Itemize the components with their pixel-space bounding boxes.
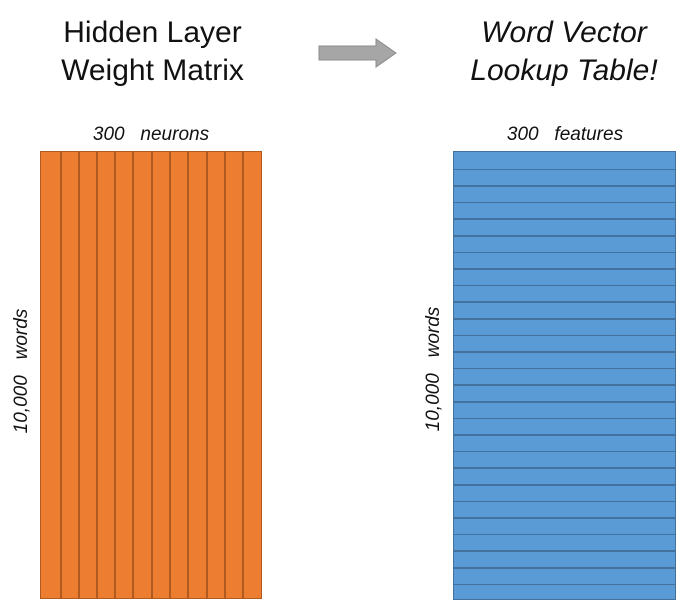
neurons-label: 300 neurons <box>92 124 210 145</box>
matrix-column-divider <box>224 152 226 598</box>
matrix-row-divider <box>454 334 675 337</box>
matrix-row-divider <box>454 218 675 220</box>
lookup-table-title: Word Vector Lookup Table! <box>450 14 678 90</box>
weight-matrix <box>40 151 262 599</box>
matrix-column-divider <box>206 152 208 598</box>
matrix-column-divider <box>169 152 171 598</box>
right-words-label: 10,000 words <box>423 306 444 432</box>
matrix-row-divider <box>454 235 675 237</box>
matrix-row-divider <box>454 517 675 519</box>
matrix-row-divider <box>454 251 675 254</box>
matrix-row-divider <box>454 268 675 270</box>
matrix-row-divider <box>454 467 675 469</box>
matrix-row-divider <box>454 434 675 436</box>
matrix-column-divider <box>60 152 62 598</box>
matrix-column-divider <box>114 152 116 598</box>
matrix-row-divider <box>454 301 675 303</box>
matrix-row-divider <box>454 168 675 171</box>
matrix-row-divider <box>454 284 675 287</box>
lookup-table-title-line1: Word Vector <box>481 16 647 49</box>
matrix-row-divider <box>454 201 675 204</box>
lookup-table-matrix <box>453 151 676 600</box>
matrix-row-divider <box>454 351 675 353</box>
hidden-layer-title: Hidden Layer Weight Matrix <box>30 14 275 90</box>
left-words-label: 10,000 words <box>11 308 32 434</box>
matrix-column-divider <box>78 152 80 598</box>
matrix-row-divider <box>454 567 675 569</box>
matrix-row-divider <box>454 318 675 320</box>
features-label: 300 features <box>506 124 624 145</box>
matrix-row-divider <box>454 533 675 536</box>
hidden-layer-title-line1: Hidden Layer <box>63 16 242 49</box>
matrix-column-divider <box>242 152 244 598</box>
right-arrow-icon <box>318 38 397 68</box>
matrix-row-divider <box>454 484 675 486</box>
matrix-row-divider <box>454 367 675 370</box>
matrix-row-divider <box>454 500 675 503</box>
matrix-column-divider <box>187 152 189 598</box>
matrix-row-divider <box>454 185 675 187</box>
hidden-layer-title-line2: Weight Matrix <box>61 54 244 87</box>
lookup-table-title-line2: Lookup Table! <box>470 54 658 87</box>
matrix-row-divider <box>454 384 675 386</box>
matrix-column-divider <box>96 152 98 598</box>
matrix-row-divider <box>454 583 675 586</box>
matrix-row-divider <box>454 450 675 453</box>
matrix-column-divider <box>151 152 153 598</box>
matrix-row-divider <box>454 417 675 420</box>
matrix-column-divider <box>132 152 134 598</box>
matrix-row-divider <box>454 550 675 552</box>
matrix-row-divider <box>454 401 675 403</box>
